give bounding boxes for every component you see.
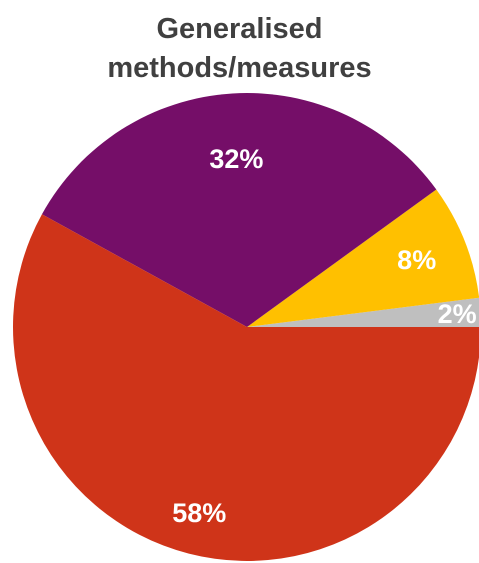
pie-slice-32-percent bbox=[41, 92, 437, 328]
pie-slice-8-percent bbox=[247, 189, 479, 327]
pie-slice-58-percent bbox=[13, 214, 479, 561]
chart-title: Generalised methods/measures bbox=[0, 10, 479, 88]
chart-title-line-2: methods/measures bbox=[107, 52, 372, 84]
pie-label-32-percent: 32% bbox=[209, 144, 263, 174]
pie-label-8-percent: 8% bbox=[397, 245, 436, 275]
pie-label-2-percent: 2% bbox=[438, 299, 477, 329]
chart-title-line-1: Generalised bbox=[156, 13, 323, 45]
pie-label-58-percent: 58% bbox=[172, 498, 226, 528]
